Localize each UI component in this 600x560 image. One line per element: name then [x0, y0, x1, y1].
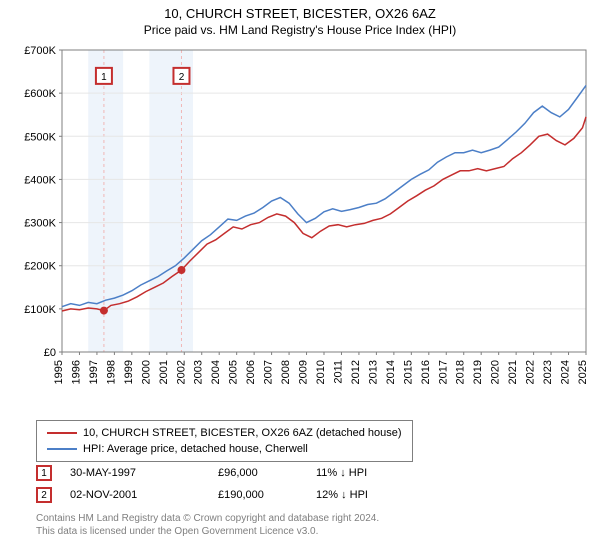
sale-badge: 1 [36, 465, 52, 481]
footnote-line: This data is licensed under the Open Gov… [36, 525, 379, 538]
svg-text:2011: 2011 [332, 360, 344, 384]
svg-text:2023: 2023 [542, 360, 554, 384]
sale-row: 2 02-NOV-2001 £190,000 12% ↓ HPI [36, 484, 416, 506]
sale-row: 1 30-MAY-1997 £96,000 11% ↓ HPI [36, 462, 416, 484]
svg-text:£100K: £100K [24, 304, 56, 316]
svg-text:2000: 2000 [140, 360, 152, 384]
svg-text:2016: 2016 [420, 360, 432, 384]
svg-text:2009: 2009 [298, 360, 310, 384]
svg-text:1999: 1999 [123, 360, 135, 384]
svg-text:1996: 1996 [70, 360, 82, 384]
svg-text:2019: 2019 [472, 360, 484, 384]
svg-text:£0: £0 [44, 347, 56, 359]
svg-text:£200K: £200K [24, 261, 56, 273]
svg-text:£600K: £600K [24, 88, 56, 100]
sale-date: 30-MAY-1997 [70, 467, 200, 479]
legend-swatch [47, 448, 77, 450]
svg-text:2015: 2015 [402, 360, 414, 384]
legend-row: 10, CHURCH STREET, BICESTER, OX26 6AZ (d… [47, 425, 402, 441]
svg-text:2003: 2003 [193, 360, 205, 384]
footnote-line: Contains HM Land Registry data © Crown c… [36, 512, 379, 525]
svg-text:1: 1 [101, 72, 107, 83]
footnote: Contains HM Land Registry data © Crown c… [36, 512, 379, 538]
svg-text:2024: 2024 [560, 360, 572, 384]
sale-diff: 11% ↓ HPI [316, 467, 416, 479]
svg-text:2010: 2010 [315, 360, 327, 384]
svg-text:2025: 2025 [577, 360, 589, 384]
price-chart: £0 £100K £200K £300K £400K £500K £600K £700K 199… [10, 42, 590, 412]
svg-text:2017: 2017 [437, 360, 449, 384]
svg-text:2005: 2005 [228, 360, 240, 384]
svg-text:2008: 2008 [280, 360, 292, 384]
legend-box: 10, CHURCH STREET, BICESTER, OX26 6AZ (d… [36, 420, 413, 462]
svg-text:1998: 1998 [105, 360, 117, 384]
svg-text:2022: 2022 [525, 360, 537, 384]
svg-text:2: 2 [179, 72, 185, 83]
sale-rows: 1 30-MAY-1997 £96,000 11% ↓ HPI 2 02-NOV… [36, 462, 416, 506]
chart-svg: £0 £100K £200K £300K £400K £500K £600K £700K 199… [10, 42, 590, 412]
legend-row: HPI: Average price, detached house, Cher… [47, 441, 402, 457]
svg-text:£700K: £700K [24, 45, 56, 57]
svg-text:2014: 2014 [385, 360, 397, 384]
svg-text:2012: 2012 [350, 360, 362, 384]
svg-text:2021: 2021 [507, 360, 519, 384]
sale-price: £190,000 [218, 489, 298, 501]
svg-text:£500K: £500K [24, 131, 56, 143]
sale-diff: 12% ↓ HPI [316, 489, 416, 501]
svg-text:2013: 2013 [367, 360, 379, 384]
svg-text:2004: 2004 [210, 360, 222, 384]
svg-text:1995: 1995 [53, 360, 65, 384]
svg-text:£400K: £400K [24, 174, 56, 186]
svg-text:2001: 2001 [158, 360, 170, 384]
page-subtitle: Price paid vs. HM Land Registry's House … [0, 21, 600, 37]
svg-text:2002: 2002 [175, 360, 187, 384]
svg-text:2006: 2006 [245, 360, 257, 384]
svg-text:2007: 2007 [263, 360, 275, 384]
svg-text:2020: 2020 [490, 360, 502, 384]
legend-swatch [47, 432, 77, 434]
page-title: 10, CHURCH STREET, BICESTER, OX26 6AZ [0, 0, 600, 21]
sale-badge: 2 [36, 487, 52, 503]
legend-label: HPI: Average price, detached house, Cher… [83, 441, 308, 457]
svg-text:£300K: £300K [24, 218, 56, 230]
svg-text:2018: 2018 [455, 360, 467, 384]
sale-price: £96,000 [218, 467, 298, 479]
legend-label: 10, CHURCH STREET, BICESTER, OX26 6AZ (d… [83, 425, 402, 441]
sale-date: 02-NOV-2001 [70, 489, 200, 501]
svg-text:1997: 1997 [88, 360, 100, 384]
